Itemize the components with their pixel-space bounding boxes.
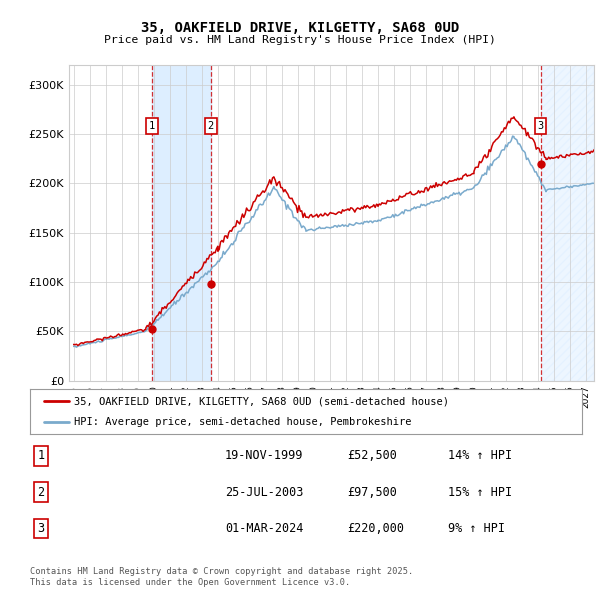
Text: 3: 3 (37, 522, 44, 535)
Text: 35, OAKFIELD DRIVE, KILGETTY, SA68 0UD (semi-detached house): 35, OAKFIELD DRIVE, KILGETTY, SA68 0UD (… (74, 396, 449, 407)
Text: 1: 1 (149, 121, 155, 131)
Text: £220,000: £220,000 (347, 522, 404, 535)
Text: £97,500: £97,500 (347, 486, 398, 499)
Text: 2: 2 (208, 121, 214, 131)
Text: 15% ↑ HPI: 15% ↑ HPI (448, 486, 512, 499)
Bar (541, 65, 594, 381)
Text: 3: 3 (538, 121, 544, 131)
Text: £52,500: £52,500 (347, 450, 398, 463)
Text: Price paid vs. HM Land Registry's House Price Index (HPI): Price paid vs. HM Land Registry's House … (104, 35, 496, 44)
Text: 9% ↑ HPI: 9% ↑ HPI (448, 522, 505, 535)
Text: 25-JUL-2003: 25-JUL-2003 (225, 486, 303, 499)
Text: 14% ↑ HPI: 14% ↑ HPI (448, 450, 512, 463)
Text: 35, OAKFIELD DRIVE, KILGETTY, SA68 0UD: 35, OAKFIELD DRIVE, KILGETTY, SA68 0UD (141, 21, 459, 35)
Text: 2: 2 (37, 486, 44, 499)
Text: 1: 1 (37, 450, 44, 463)
Text: 19-NOV-1999: 19-NOV-1999 (225, 450, 303, 463)
Text: Contains HM Land Registry data © Crown copyright and database right 2025.
This d: Contains HM Land Registry data © Crown c… (30, 568, 413, 586)
Bar (152, 65, 211, 381)
Text: 01-MAR-2024: 01-MAR-2024 (225, 522, 303, 535)
Text: HPI: Average price, semi-detached house, Pembrokeshire: HPI: Average price, semi-detached house,… (74, 417, 412, 427)
